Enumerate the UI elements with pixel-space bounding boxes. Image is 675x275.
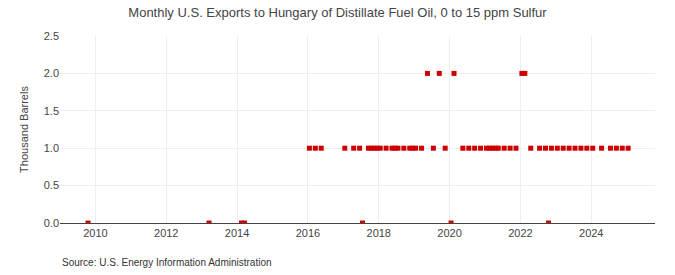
svg-text:Source: U.S. Energy Informatio: Source: U.S. Energy Information Administ…	[62, 257, 272, 268]
svg-text:0.5: 0.5	[44, 179, 59, 191]
svg-text:0.0: 0.0	[44, 217, 59, 229]
svg-text:2014: 2014	[225, 227, 249, 239]
svg-text:2020: 2020	[437, 227, 461, 239]
svg-text:2.0: 2.0	[44, 67, 59, 79]
svg-text:1.5: 1.5	[44, 105, 59, 117]
svg-text:2022: 2022	[508, 227, 532, 239]
svg-text:2018: 2018	[367, 227, 391, 239]
svg-text:Monthly U.S. Exports to Hungar: Monthly U.S. Exports to Hungary of Disti…	[128, 5, 547, 20]
svg-text:2010: 2010	[83, 227, 107, 239]
svg-text:Thousand Barrels: Thousand Barrels	[18, 86, 30, 173]
svg-text:2024: 2024	[579, 227, 603, 239]
svg-text:2012: 2012	[154, 227, 178, 239]
svg-text:2016: 2016	[296, 227, 320, 239]
svg-text:2.5: 2.5	[44, 30, 59, 42]
svg-text:1.0: 1.0	[44, 142, 59, 154]
